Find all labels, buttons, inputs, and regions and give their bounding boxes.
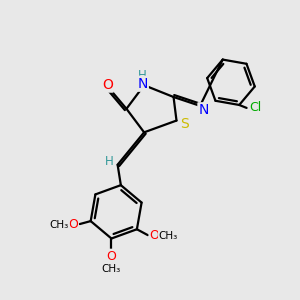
Text: CH₃: CH₃ — [159, 231, 178, 241]
Text: O: O — [106, 250, 116, 263]
Text: CH₃: CH₃ — [50, 220, 69, 230]
Text: O: O — [150, 229, 160, 242]
Text: O: O — [68, 218, 78, 230]
Text: Cl: Cl — [249, 101, 262, 114]
Text: H: H — [138, 69, 147, 82]
Text: S: S — [180, 117, 189, 131]
Text: O: O — [102, 78, 113, 92]
Text: N: N — [137, 77, 148, 91]
Text: N: N — [198, 103, 209, 117]
Text: H: H — [104, 155, 113, 168]
Text: CH₃: CH₃ — [102, 264, 121, 274]
